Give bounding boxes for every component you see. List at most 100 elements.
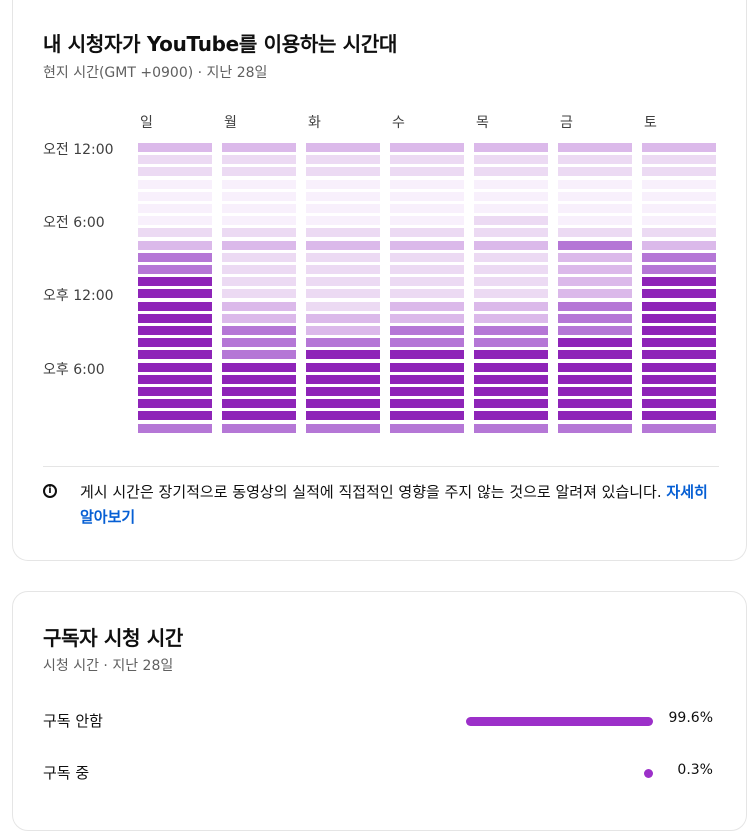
heatmap-cell[interactable] xyxy=(558,204,632,213)
heatmap-cell[interactable] xyxy=(390,265,464,274)
heatmap-cell[interactable] xyxy=(642,240,716,250)
heatmap-cell[interactable] xyxy=(642,265,716,274)
heatmap-cell[interactable] xyxy=(306,155,380,165)
heatmap-cell[interactable] xyxy=(222,252,296,262)
heatmap-cell[interactable] xyxy=(306,289,380,299)
heatmap-cell[interactable] xyxy=(306,216,380,226)
heatmap-cell[interactable] xyxy=(558,155,632,165)
heatmap-cell[interactable] xyxy=(558,216,632,226)
heatmap-cell[interactable] xyxy=(306,362,380,372)
heatmap-cell[interactable] xyxy=(306,277,380,287)
heatmap-cell[interactable] xyxy=(474,399,548,409)
heatmap-cell[interactable] xyxy=(474,179,548,189)
heatmap-cell[interactable] xyxy=(138,167,212,177)
heatmap-cell[interactable] xyxy=(138,313,212,323)
heatmap-cell[interactable] xyxy=(138,301,212,311)
heatmap-cell[interactable] xyxy=(138,143,212,152)
heatmap-cell[interactable] xyxy=(390,326,464,335)
heatmap-cell[interactable] xyxy=(474,350,548,360)
heatmap-cell[interactable] xyxy=(138,277,212,287)
heatmap-cell[interactable] xyxy=(222,338,296,348)
heatmap-cell[interactable] xyxy=(390,423,464,433)
heatmap-cell[interactable] xyxy=(390,289,464,299)
heatmap-cell[interactable] xyxy=(558,252,632,262)
heatmap-cell[interactable] xyxy=(390,411,464,421)
heatmap-cell[interactable] xyxy=(138,374,212,384)
heatmap-cell[interactable] xyxy=(474,387,548,396)
heatmap-cell[interactable] xyxy=(306,179,380,189)
heatmap-cell[interactable] xyxy=(474,167,548,177)
heatmap-cell[interactable] xyxy=(306,313,380,323)
heatmap-cell[interactable] xyxy=(558,265,632,274)
heatmap-cell[interactable] xyxy=(642,301,716,311)
heatmap-cell[interactable] xyxy=(642,228,716,238)
heatmap-cell[interactable] xyxy=(390,387,464,396)
heatmap-cell[interactable] xyxy=(390,240,464,250)
heatmap-cell[interactable] xyxy=(138,387,212,396)
heatmap-cell[interactable] xyxy=(642,411,716,421)
heatmap-cell[interactable] xyxy=(306,387,380,396)
heatmap-cell[interactable] xyxy=(474,423,548,433)
heatmap-cell[interactable] xyxy=(306,411,380,421)
heatmap-cell[interactable] xyxy=(138,191,212,201)
heatmap-cell[interactable] xyxy=(642,423,716,433)
heatmap-cell[interactable] xyxy=(138,265,212,274)
heatmap-cell[interactable] xyxy=(474,228,548,238)
heatmap-cell[interactable] xyxy=(390,301,464,311)
heatmap-cell[interactable] xyxy=(138,423,212,433)
heatmap-cell[interactable] xyxy=(222,240,296,250)
heatmap-cell[interactable] xyxy=(642,374,716,384)
heatmap-cell[interactable] xyxy=(306,423,380,433)
heatmap-cell[interactable] xyxy=(390,167,464,177)
heatmap-cell[interactable] xyxy=(306,228,380,238)
heatmap-cell[interactable] xyxy=(474,289,548,299)
heatmap-cell[interactable] xyxy=(390,350,464,360)
heatmap-cell[interactable] xyxy=(390,228,464,238)
heatmap-cell[interactable] xyxy=(390,399,464,409)
heatmap-cell[interactable] xyxy=(474,374,548,384)
heatmap-cell[interactable] xyxy=(222,265,296,274)
heatmap-cell[interactable] xyxy=(222,143,296,152)
heatmap-cell[interactable] xyxy=(558,411,632,421)
heatmap-cell[interactable] xyxy=(390,143,464,152)
heatmap-cell[interactable] xyxy=(474,362,548,372)
heatmap-cell[interactable] xyxy=(306,265,380,274)
heatmap-cell[interactable] xyxy=(558,240,632,250)
heatmap-cell[interactable] xyxy=(222,216,296,226)
heatmap-cell[interactable] xyxy=(222,387,296,396)
heatmap-cell[interactable] xyxy=(558,289,632,299)
heatmap-cell[interactable] xyxy=(642,399,716,409)
heatmap-cell[interactable] xyxy=(474,191,548,201)
heatmap-cell[interactable] xyxy=(222,326,296,335)
heatmap-cell[interactable] xyxy=(390,374,464,384)
heatmap-cell[interactable] xyxy=(642,289,716,299)
heatmap-cell[interactable] xyxy=(306,350,380,360)
heatmap-cell[interactable] xyxy=(474,204,548,213)
heatmap-cell[interactable] xyxy=(558,301,632,311)
heatmap-cell[interactable] xyxy=(222,411,296,421)
heatmap-cell[interactable] xyxy=(558,167,632,177)
heatmap-cell[interactable] xyxy=(474,411,548,421)
heatmap-cell[interactable] xyxy=(306,326,380,335)
heatmap-cell[interactable] xyxy=(642,143,716,152)
heatmap-cell[interactable] xyxy=(306,204,380,213)
heatmap-cell[interactable] xyxy=(558,399,632,409)
heatmap-cell[interactable] xyxy=(390,252,464,262)
heatmap-cell[interactable] xyxy=(222,289,296,299)
heatmap-cell[interactable] xyxy=(222,301,296,311)
heatmap-cell[interactable] xyxy=(390,313,464,323)
heatmap-cell[interactable] xyxy=(390,191,464,201)
heatmap-cell[interactable] xyxy=(558,350,632,360)
heatmap-cell[interactable] xyxy=(138,204,212,213)
heatmap-cell[interactable] xyxy=(222,423,296,433)
heatmap-cell[interactable] xyxy=(390,338,464,348)
heatmap-cell[interactable] xyxy=(222,374,296,384)
heatmap-cell[interactable] xyxy=(306,167,380,177)
heatmap-cell[interactable] xyxy=(474,216,548,226)
heatmap-cell[interactable] xyxy=(474,326,548,335)
heatmap-cell[interactable] xyxy=(138,216,212,226)
heatmap-cell[interactable] xyxy=(642,313,716,323)
heatmap-cell[interactable] xyxy=(306,252,380,262)
heatmap-cell[interactable] xyxy=(642,387,716,396)
heatmap-cell[interactable] xyxy=(306,143,380,152)
